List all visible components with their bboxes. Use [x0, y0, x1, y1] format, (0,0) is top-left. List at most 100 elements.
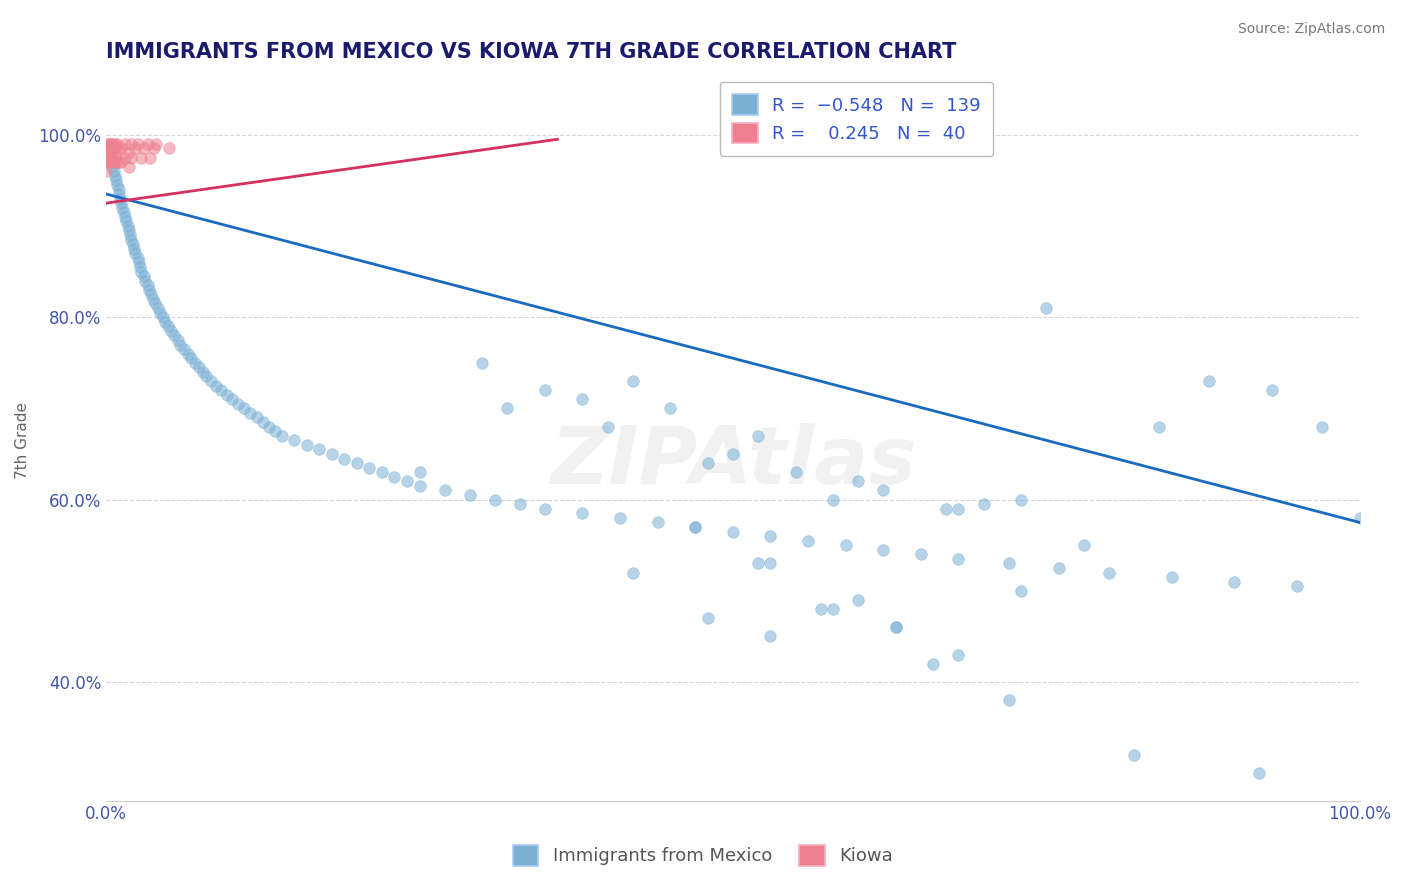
Point [308, 442, 330, 457]
Point [100, 151, 122, 165]
Point [110, 196, 132, 211]
Point [122, 242, 145, 256]
Point [96, 155, 118, 169]
Legend: R =  −0.548   N =  139, R =    0.245   N =  40: R = −0.548 N = 139, R = 0.245 N = 40 [720, 82, 993, 156]
Point [124, 246, 146, 260]
Y-axis label: 7th Grade: 7th Grade [15, 401, 30, 479]
Point [114, 151, 136, 165]
Point [948, 552, 970, 566]
Point [98, 155, 121, 169]
Point [384, 470, 406, 484]
Point [97, 136, 120, 151]
Point [997, 557, 1019, 571]
Point [846, 593, 869, 607]
Point [245, 410, 267, 425]
Point [647, 516, 669, 530]
Point [609, 511, 631, 525]
Point [152, 310, 174, 325]
Point [142, 141, 165, 155]
Point [184, 356, 207, 370]
Point [785, 465, 807, 479]
Point [1098, 566, 1121, 580]
Point [98, 141, 121, 155]
Point [118, 228, 141, 243]
Point [823, 492, 845, 507]
Point [264, 424, 287, 438]
Point [215, 387, 238, 401]
Point [922, 657, 945, 671]
Point [127, 251, 149, 265]
Point [571, 392, 593, 407]
Point [910, 547, 932, 561]
Point [496, 401, 519, 416]
Point [283, 434, 305, 448]
Point [534, 501, 557, 516]
Point [117, 219, 139, 233]
Point [1047, 561, 1070, 575]
Point [104, 169, 127, 183]
Point [98, 151, 121, 165]
Point [696, 456, 718, 470]
Point [683, 520, 706, 534]
Point [136, 278, 159, 293]
Point [221, 392, 243, 407]
Point [157, 141, 180, 155]
Point [1073, 538, 1095, 552]
Point [136, 136, 159, 151]
Point [141, 287, 163, 301]
Point [458, 488, 481, 502]
Point [211, 383, 233, 397]
Point [103, 141, 125, 155]
Point [132, 141, 155, 155]
Point [295, 438, 318, 452]
Point [872, 483, 894, 498]
Point [621, 374, 644, 388]
Point [149, 305, 172, 319]
Point [759, 529, 782, 543]
Point [1249, 766, 1271, 780]
Point [105, 173, 128, 187]
Text: Source: ZipAtlas.com: Source: ZipAtlas.com [1237, 22, 1385, 37]
Text: IMMIGRANTS FROM MEXICO VS KIOWA 7TH GRADE CORRELATION CHART: IMMIGRANTS FROM MEXICO VS KIOWA 7TH GRAD… [107, 42, 956, 62]
Point [200, 374, 222, 388]
Point [96, 141, 118, 155]
Point [107, 186, 129, 201]
Point [121, 237, 143, 252]
Point [132, 269, 155, 284]
Point [823, 602, 845, 616]
Point [484, 492, 506, 507]
Point [107, 141, 129, 155]
Point [239, 406, 262, 420]
Point [180, 351, 202, 366]
Point [96, 151, 118, 165]
Point [935, 501, 957, 516]
Point [128, 255, 150, 269]
Point [1035, 301, 1057, 315]
Point [884, 620, 907, 634]
Point [129, 151, 152, 165]
Point [395, 475, 418, 489]
Point [759, 629, 782, 643]
Point [107, 151, 129, 165]
Point [112, 205, 135, 219]
Point [252, 415, 274, 429]
Point [205, 378, 228, 392]
Point [1285, 579, 1308, 593]
Point [96, 136, 118, 151]
Point [433, 483, 456, 498]
Point [115, 214, 138, 228]
Point [1261, 383, 1284, 397]
Point [156, 319, 179, 334]
Point [96, 164, 118, 178]
Point [101, 160, 124, 174]
Point [721, 447, 744, 461]
Point [143, 296, 166, 310]
Point [107, 136, 129, 151]
Point [169, 337, 191, 351]
Point [997, 693, 1019, 707]
Point [105, 141, 128, 155]
Point [120, 151, 142, 165]
Point [509, 497, 531, 511]
Point [683, 520, 706, 534]
Point [321, 447, 343, 461]
